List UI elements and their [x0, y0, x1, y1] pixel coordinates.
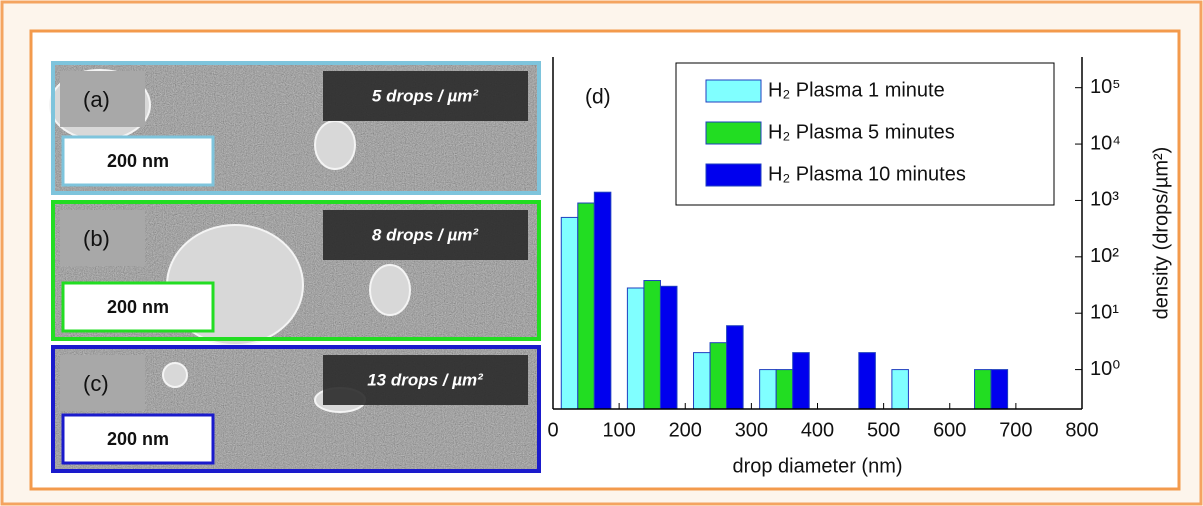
label-box [60, 71, 145, 127]
bar [759, 369, 777, 410]
legend-label: H₂ Plasma 1 minute [768, 79, 945, 101]
density-label: 8 drops / µm² [372, 225, 479, 244]
scale-label: 200 nm [107, 429, 169, 449]
droplet [162, 362, 188, 388]
bar [974, 369, 992, 410]
scale-box [61, 413, 215, 465]
x-tick-label: 300 [735, 419, 768, 441]
label-box [60, 355, 145, 411]
bar [990, 369, 1009, 410]
x-tick-label: 0 [547, 419, 558, 441]
bar [626, 287, 645, 410]
droplet [369, 264, 411, 316]
bar [775, 369, 794, 410]
panel-border [51, 61, 541, 195]
x-tick-label: 600 [933, 419, 966, 441]
bar [577, 202, 595, 410]
sem-panels: (a) 5 drops / µm² 200 nm (b) 8 drops / µm² 20… [49, 61, 541, 473]
bar [643, 280, 661, 410]
scale-label: 200 nm [107, 151, 169, 171]
panel-label: (d) [585, 86, 611, 109]
x-tick-label: 200 [669, 419, 702, 441]
panel-label: (a) [83, 87, 110, 112]
panel-border [51, 200, 541, 341]
scale-box [61, 281, 215, 333]
bar [659, 285, 678, 410]
x-tick-label: 700 [999, 419, 1032, 441]
x-axis-label: drop diameter (nm) [732, 455, 902, 477]
legend-swatch [705, 79, 762, 103]
label-box [60, 210, 145, 266]
chart: (d) 0 100 200 300 400 500 600 700 800 10⁰ 10¹ 10² 10³… [547, 57, 1172, 477]
density-label: 5 drops / µm² [372, 86, 479, 105]
density-label: 13 drops / µm² [367, 370, 484, 389]
legend-swatch [705, 121, 762, 145]
bar [792, 352, 810, 410]
density-box [323, 355, 528, 405]
x-tick-label: 100 [602, 419, 635, 441]
legend-swatch [705, 163, 762, 187]
bar [858, 352, 876, 410]
bar [593, 191, 612, 410]
y-tick-label: 10³ [1090, 189, 1119, 211]
x-tick-label: 400 [801, 419, 834, 441]
bar [560, 216, 579, 410]
x-tick-label: 800 [1065, 419, 1098, 441]
density-box [323, 210, 528, 260]
y-tick-label: 10¹ [1090, 301, 1119, 323]
y-tick-label: 10² [1090, 245, 1119, 267]
bar [891, 369, 909, 410]
y-tick-label: 10⁰ [1090, 358, 1120, 380]
legend-label: H₂ Plasma 5 minutes [768, 121, 955, 143]
panel-label: (c) [83, 371, 109, 396]
legend-label: H₂ Plasma 10 minutes [768, 163, 966, 185]
y-tick-label: 10⁴ [1090, 132, 1121, 154]
y-axis-label: density (drops/µm²) [1150, 147, 1172, 320]
scale-box [61, 135, 215, 187]
scale-label: 200 nm [107, 297, 169, 317]
panel-label: (b) [83, 226, 110, 251]
bar [693, 352, 711, 410]
x-tick-label: 500 [867, 419, 900, 441]
panel-border [51, 345, 541, 473]
density-box [323, 71, 528, 121]
bar [709, 342, 728, 410]
droplet [314, 120, 356, 170]
bar [726, 325, 744, 410]
y-tick-label: 10⁵ [1090, 76, 1121, 98]
